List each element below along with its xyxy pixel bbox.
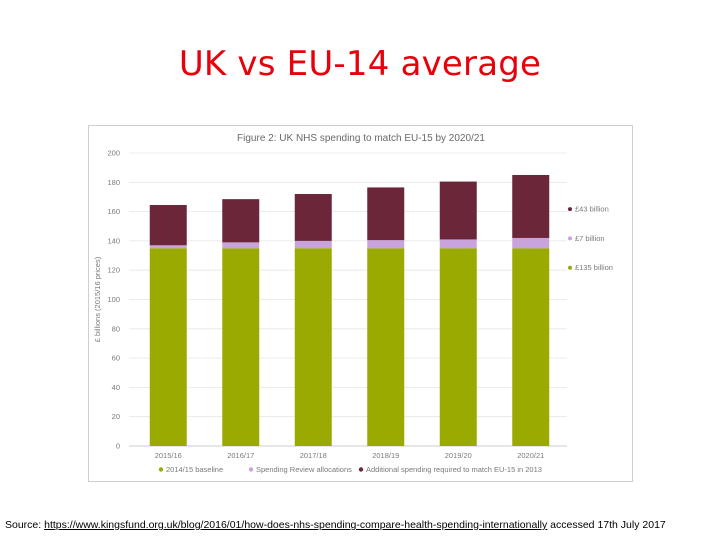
bar-segment [367, 240, 405, 249]
bar-segment [439, 181, 477, 240]
source-suffix: accessed 17th July 2017 [547, 519, 666, 531]
legend-marker [158, 467, 164, 472]
bar-segment [439, 239, 477, 249]
bar-segment [367, 187, 405, 241]
x-tick-label: 2016/17 [227, 451, 254, 460]
legend-entry: 2014/15 baseline [166, 465, 223, 474]
bar-segment [222, 199, 260, 243]
legend-entry: Additional spending required to match EU… [366, 465, 542, 474]
y-tick-label: 200 [107, 149, 120, 158]
slide-title: UK vs EU-14 average [178, 44, 542, 84]
legend-entry: Spending Review allocations [256, 465, 352, 474]
bar-segment [294, 240, 332, 249]
source-link[interactable]: https://www.kingsfund.org.uk/blog/2016/0… [44, 519, 548, 531]
x-tick-label: 2017/18 [300, 451, 327, 460]
bar-segment [222, 242, 260, 249]
stacked-bar-chart: Figure 2: UK NHS spending to match EU-15… [93, 133, 613, 474]
y-tick-label: 60 [112, 354, 120, 363]
bar-segment [149, 245, 187, 249]
bar-segment [439, 248, 477, 446]
y-tick-label: 0 [116, 442, 120, 451]
end-label-marker [568, 236, 572, 241]
y-tick-label: 160 [107, 207, 120, 216]
y-tick-label: 20 [112, 412, 120, 421]
bar-segment [149, 248, 187, 446]
bar-segment [222, 248, 260, 446]
end-label-marker [568, 207, 572, 212]
y-tick-label: 80 [112, 324, 120, 333]
x-tick-label: 2018/19 [372, 451, 399, 460]
y-tick-label: 180 [107, 178, 120, 187]
source-prefix: Source: [5, 519, 45, 531]
end-label: £43 billion [575, 205, 609, 214]
x-tick-label: 2015/16 [155, 451, 182, 460]
y-tick-label: 100 [107, 295, 120, 304]
bar-segment [294, 248, 332, 446]
bar-segment [512, 237, 550, 249]
bar-segment [512, 248, 550, 446]
y-tick-label: 140 [107, 236, 120, 245]
end-label: £7 billion [575, 234, 605, 243]
y-axis-label: £ billions (2015/16 prices) [93, 256, 102, 342]
bar-segment [512, 174, 550, 238]
x-tick-label: 2020/21 [517, 451, 544, 460]
source-citation: Source: https://www.kingsfund.org.uk/blo… [5, 519, 717, 531]
end-label: £135 billion [575, 263, 613, 272]
chart-figure: Figure 2: UK NHS spending to match EU-15… [88, 125, 633, 482]
bar-segment [149, 205, 187, 246]
end-label-marker [568, 265, 572, 270]
legend-marker [358, 467, 364, 472]
y-tick-label: 40 [112, 383, 120, 392]
legend-marker [248, 467, 254, 472]
x-tick-label: 2019/20 [445, 451, 472, 460]
chart-title: Figure 2: UK NHS spending to match EU-15… [237, 133, 485, 144]
bar-segment [294, 194, 332, 241]
bar-segment [367, 248, 405, 446]
y-tick-label: 120 [107, 266, 120, 275]
